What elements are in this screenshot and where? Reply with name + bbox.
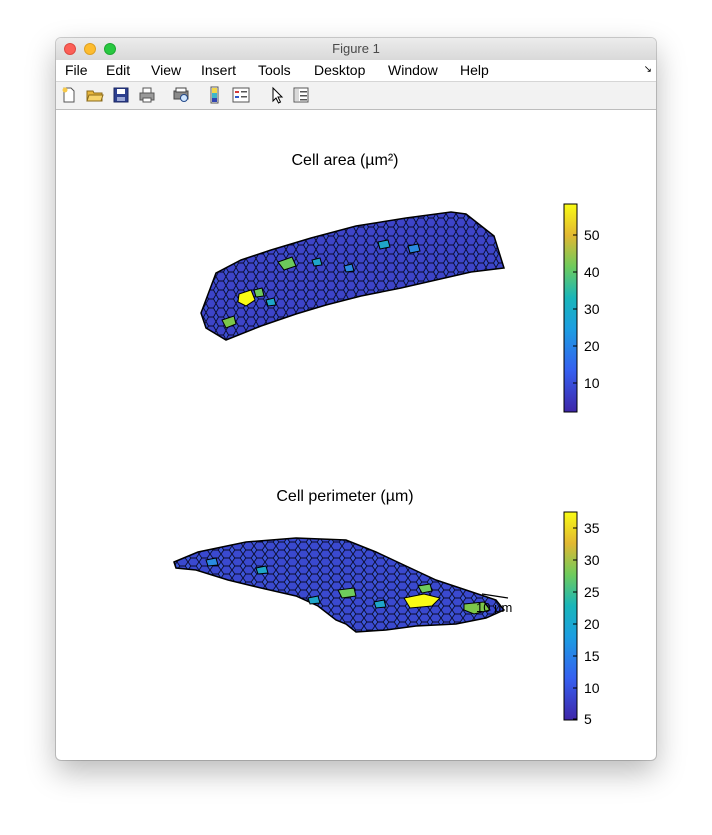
window-title: Figure 1 [332,41,380,56]
pointer-icon[interactable] [268,86,286,104]
colorbar-area-tick-30: 30 [584,301,600,317]
menu-window[interactable]: Window [388,62,438,78]
menu-edit[interactable]: Edit [106,62,131,78]
zoom-button[interactable] [104,43,116,55]
colorbar-area-tick-20: 20 [584,338,600,354]
property-inspector-icon[interactable] [292,86,310,104]
menu-view[interactable]: View [151,62,182,78]
scale-bar: 10 µm [476,593,512,615]
colorbar-perimeter-tick-35: 35 [584,520,600,536]
colorbar-perimeter-tick-10: 10 [584,680,600,696]
cell-area-tissue [200,211,505,341]
print-icon[interactable] [138,86,156,104]
menu-tools[interactable]: Tools [258,62,291,78]
print-preview-icon[interactable] [172,86,190,104]
figure-canvas: Cell area (µm²) Cell perimeter (µm) [56,110,656,760]
minimize-button[interactable] [84,43,96,55]
colorbar-perimeter-tick-15: 15 [584,648,600,664]
open-file-icon[interactable] [86,86,104,104]
legend-icon[interactable] [232,86,250,104]
menu-help[interactable]: Help [460,62,489,78]
menu-bar: File Edit View Insert Tools Desktop Wind… [56,60,656,82]
toolbar [56,82,656,110]
colorbar-area-tick-40: 40 [584,264,600,280]
cell-perimeter-tissue [173,537,506,633]
colorbar-area-ticks: 50 40 30 20 10 [573,227,600,391]
colorbar-area: 50 40 30 20 10 [563,203,600,413]
colorbar-perimeter-tick-25: 25 [584,584,600,600]
figure-window: Figure 1 File Edit View Insert Tools Des… [56,38,656,760]
colorbar-area-tick-50: 50 [584,227,600,243]
colorbar-perimeter-tick-20: 20 [584,616,600,632]
colorbar-area-tick-10: 10 [584,375,600,391]
colorbar-perimeter-ticks: 35 30 25 20 15 10 5 [573,520,600,727]
colorbar-icon[interactable] [206,86,224,104]
plot-title-area: Cell area (µm²) [291,152,399,169]
scale-bar-label: 10 µm [476,600,512,615]
colorbar-perimeter: 35 30 25 20 15 10 5 [563,511,600,727]
close-button[interactable] [64,43,76,55]
title-bar[interactable]: Figure 1 [56,38,656,61]
new-figure-icon[interactable] [60,86,78,104]
menu-file[interactable]: File [65,62,88,78]
colorbar-perimeter-tick-30: 30 [584,552,600,568]
menu-insert[interactable]: Insert [201,62,237,78]
colorbar-perimeter-tick-5: 5 [584,711,592,727]
plot-svg: 50 40 30 20 10 [173,203,600,727]
save-icon[interactable] [112,86,130,104]
menu-desktop[interactable]: Desktop [314,62,366,78]
dock-arrow-icon[interactable]: ↘ [643,64,652,75]
plot-title-perimeter: Cell perimeter (µm) [276,488,414,505]
